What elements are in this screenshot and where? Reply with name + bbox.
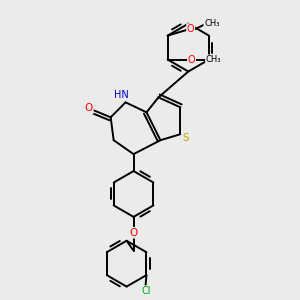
Text: CH₃: CH₃ — [204, 19, 220, 28]
Text: O: O — [188, 55, 195, 64]
Text: CH₃: CH₃ — [206, 55, 221, 64]
Text: HN: HN — [114, 90, 129, 100]
Text: O: O — [187, 24, 194, 34]
Text: O: O — [85, 103, 93, 113]
Text: O: O — [129, 228, 138, 238]
Text: S: S — [182, 133, 189, 143]
Text: Cl: Cl — [142, 286, 151, 296]
